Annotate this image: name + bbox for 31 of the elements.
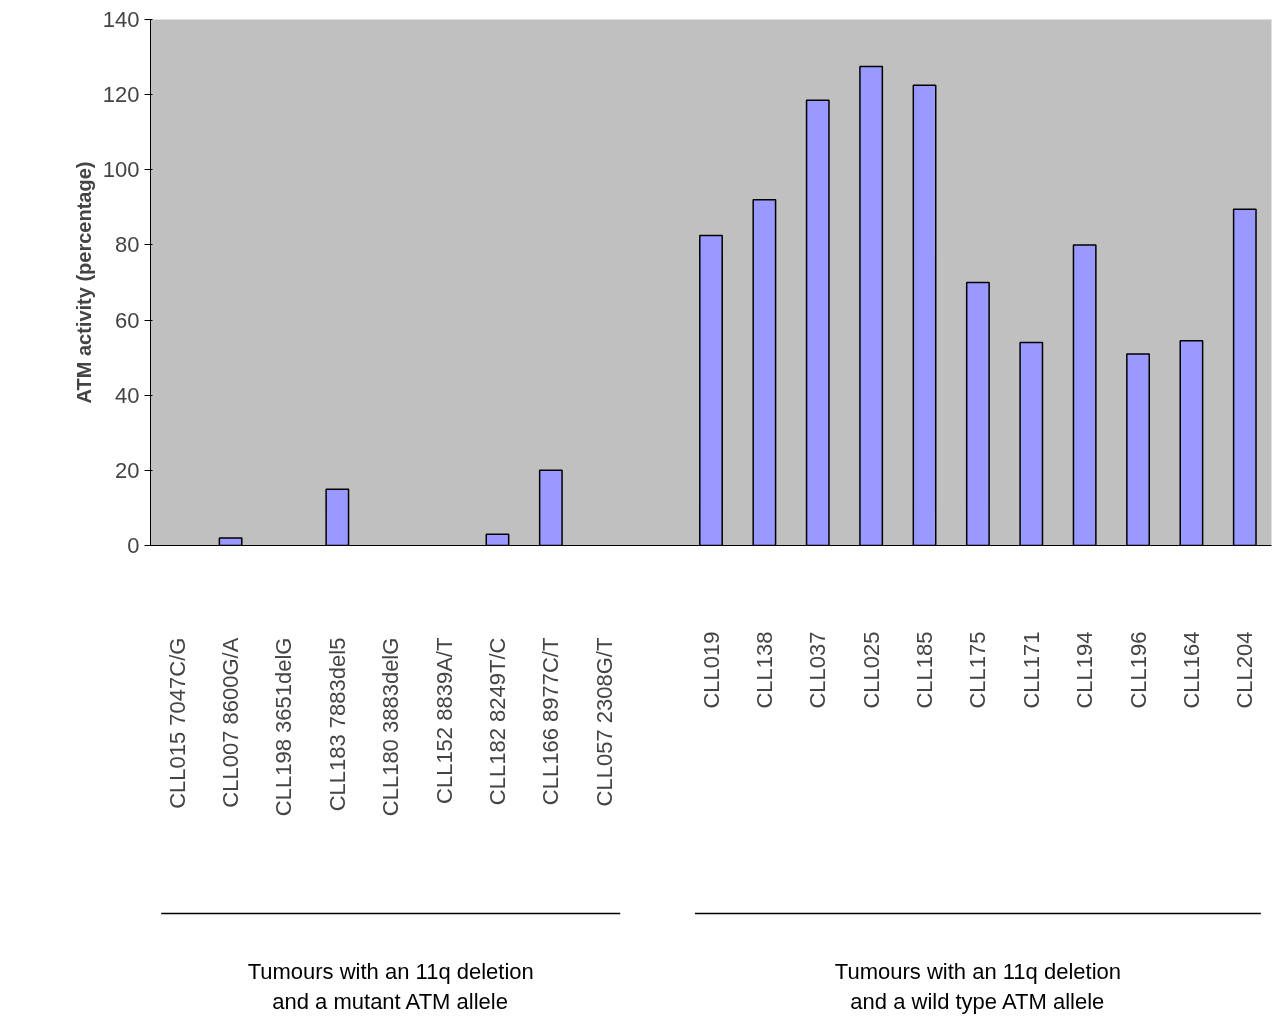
- x-tick-label: CLL025: [858, 631, 884, 709]
- y-tick-label: 140: [102, 7, 140, 32]
- x-tick-label: CLL171: [1018, 631, 1044, 709]
- y-axis-title: ATM activity (percentage): [72, 161, 95, 404]
- y-tick-label: 120: [102, 82, 140, 108]
- x-tick-label: CLL180 3883delG: [378, 637, 404, 817]
- x-tick-label: CLL152 8839A/T: [431, 637, 457, 804]
- x-tick-label: CLL019: [698, 631, 724, 709]
- x-tick-label: CLL196: [1125, 631, 1151, 709]
- x-tick-label: CLL198 3651delG: [271, 637, 297, 817]
- x-tick-label: CLL166 8977C/T: [538, 637, 564, 806]
- y-tick-label: 60: [115, 307, 140, 333]
- y-tick-label: 20: [115, 457, 140, 483]
- y-tick-label: 100: [102, 157, 140, 183]
- x-tick-label: CLL164: [1178, 631, 1204, 709]
- x-tick-label: CLL057 2308G/T: [591, 637, 617, 807]
- x-tick-label: CLL015 7047C/G: [164, 637, 190, 809]
- x-tick-label: CLL182 8249T/C: [484, 637, 510, 806]
- y-tick-label: 0: [127, 533, 140, 558]
- x-tick-label: CLL194: [1072, 631, 1098, 709]
- y-tick-label: 40: [115, 382, 140, 408]
- text: Tumours with an 11q deletion and a mutant ATM allele: [247, 959, 534, 1015]
- x-tick-label: CLL183 7883del5: [324, 637, 350, 812]
- x-tick-label: CLL037: [805, 631, 831, 709]
- x-tick-label: CLL185: [912, 631, 938, 709]
- text: Tumours with an 11q deletion and a wild type ATM allele: [834, 959, 1121, 1015]
- x-tick-label: CLL007 8600G/A: [218, 637, 244, 808]
- x-tick-label: CLL175: [965, 631, 991, 709]
- x-tick-label: CLL204: [1232, 631, 1258, 709]
- y-tick-label: 80: [115, 232, 140, 258]
- x-tick-label: CLL138: [751, 631, 777, 709]
